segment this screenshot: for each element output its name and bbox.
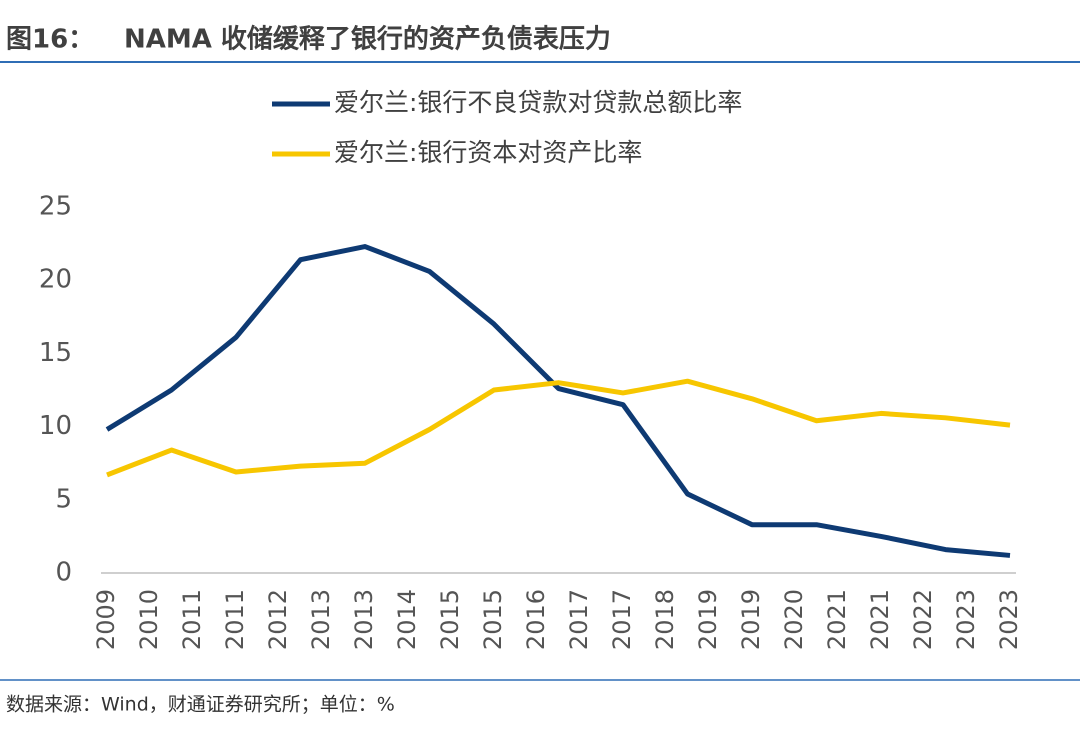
- source-note: 数据来源：Wind，财通证券研究所；单位：%: [6, 694, 395, 716]
- x-tick-label: 2013: [307, 589, 335, 650]
- x-tick-label: 2018: [651, 589, 679, 650]
- x-tick-label: 2019: [737, 589, 765, 650]
- legend-label: 爱尔兰:银行资本对资产比率: [334, 138, 642, 167]
- y-tick-label: 25: [39, 192, 72, 222]
- x-tick-label: 2010: [135, 589, 163, 650]
- x-tick-label: 2013: [350, 589, 378, 650]
- x-tick-label: 2017: [608, 589, 636, 650]
- x-tick-label: 2015: [436, 589, 464, 650]
- x-tick-label: 2011: [178, 589, 206, 650]
- x-tick-label: 2022: [909, 589, 937, 650]
- x-tick-label: 2011: [221, 589, 249, 650]
- x-tick-label: 2009: [92, 589, 120, 650]
- chart-title: NAMA 收储缓释了银行的资产负债表压力: [124, 24, 611, 55]
- y-tick-label: 20: [39, 265, 72, 295]
- x-tick-label: 2020: [780, 589, 808, 650]
- x-tick-label: 2014: [393, 589, 421, 650]
- x-tick-label: 2023: [995, 589, 1023, 650]
- x-tick-label: 2021: [866, 589, 894, 650]
- x-tick-label: 2015: [479, 589, 507, 650]
- x-tick-label: 2012: [264, 589, 292, 650]
- figure-label: 图16：: [6, 25, 94, 55]
- y-tick-label: 5: [55, 484, 72, 514]
- series-line: [105, 244, 1011, 558]
- x-tick-label: 2023: [952, 589, 980, 650]
- x-tick-label: 2021: [823, 589, 851, 650]
- series-line: [106, 378, 1011, 478]
- legend-label: 爱尔兰:银行不良贷款对贷款总额比率: [334, 88, 742, 117]
- x-tick-label: 2016: [522, 589, 550, 650]
- x-tick-label: 2017: [565, 589, 593, 650]
- y-tick-label: 10: [39, 411, 72, 441]
- x-tick-label: 2019: [694, 589, 722, 650]
- y-tick-label: 15: [39, 338, 72, 368]
- y-tick-label: 0: [55, 558, 72, 588]
